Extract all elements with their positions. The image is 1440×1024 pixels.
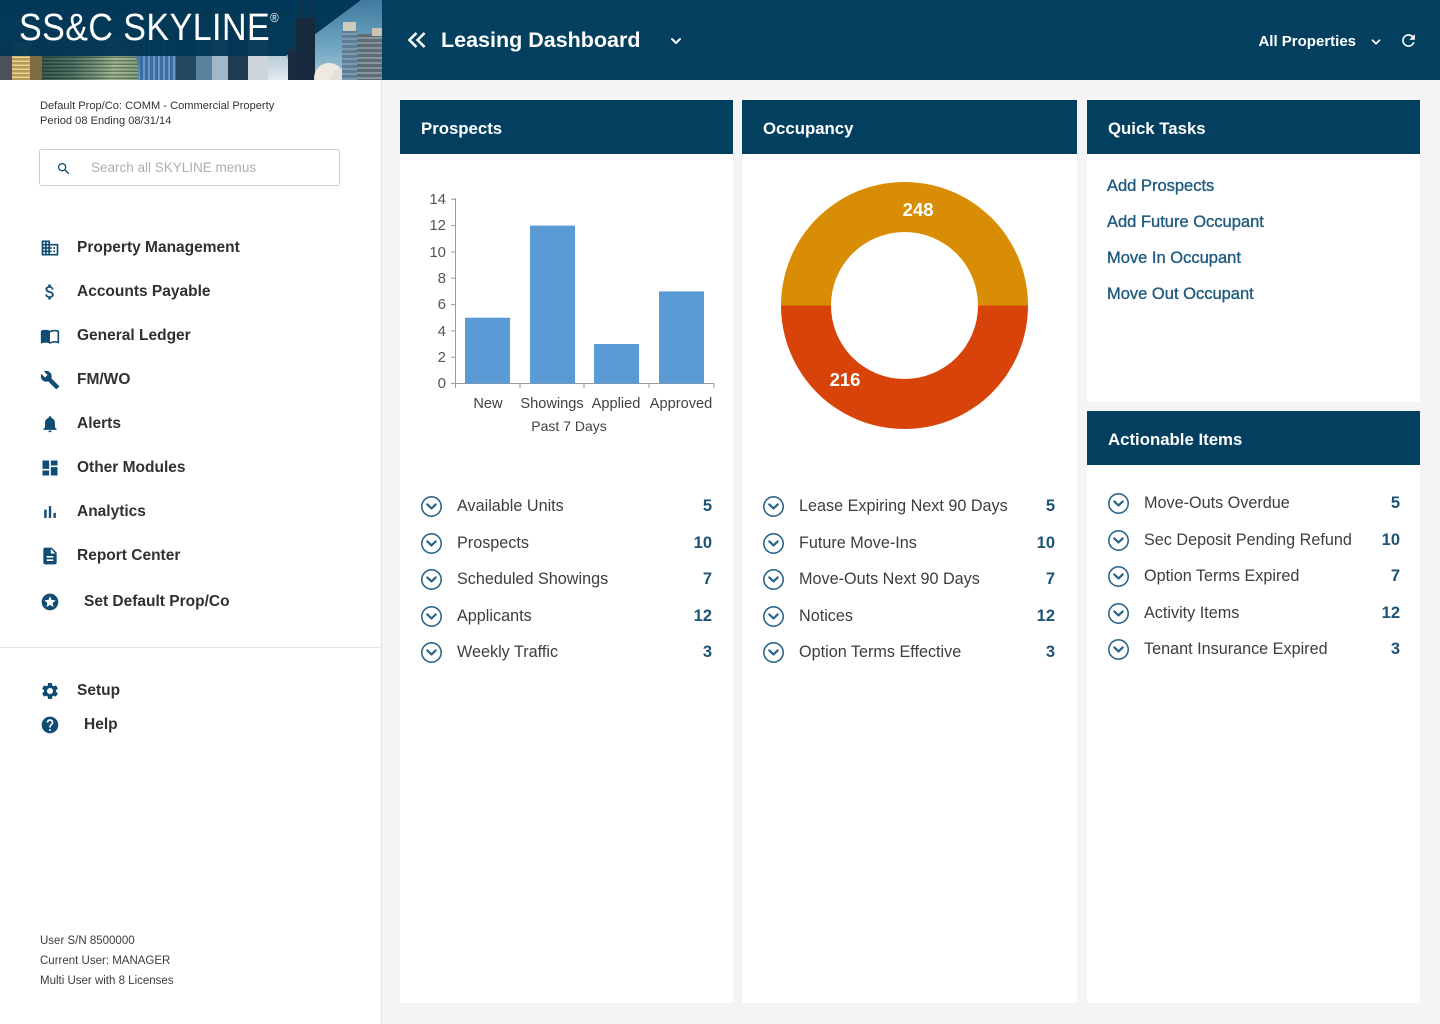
svg-text:248: 248 [903,199,934,220]
svg-text:New: New [473,396,503,412]
svg-text:10: 10 [429,244,446,261]
svg-text:Approved: Approved [650,396,712,412]
svg-text:4: 4 [438,323,446,340]
svg-text:Applied: Applied [592,396,641,412]
svg-text:2: 2 [438,349,446,366]
svg-text:12: 12 [429,217,446,234]
svg-text:6: 6 [438,296,446,313]
svg-text:8: 8 [438,270,446,287]
svg-text:Showings: Showings [520,396,583,412]
svg-text:14: 14 [429,191,446,208]
svg-text:0: 0 [438,375,446,392]
svg-text:216: 216 [830,369,861,390]
svg-text:Past 7 Days: Past 7 Days [531,418,606,434]
